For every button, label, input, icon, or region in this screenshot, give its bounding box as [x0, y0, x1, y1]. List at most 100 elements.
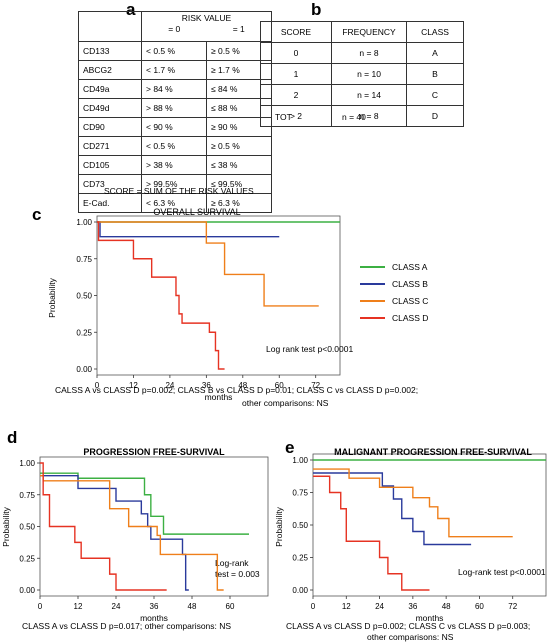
km-curve-class-d [97, 221, 225, 370]
x-axis-label: months [416, 613, 444, 623]
legend-item: CLASS B [360, 275, 428, 292]
x-axis-label: months [140, 613, 168, 623]
x-tick-label: 60 [226, 602, 235, 611]
km-curve-class-c [313, 468, 513, 538]
x-tick-label: 12 [74, 602, 83, 611]
chart-title: OVERALL SURVIVAL [153, 207, 240, 217]
chart-title: MALIGNANT PROGRESSION FREE-SURVIVAL [334, 447, 532, 457]
log-rank-annotation: test = 0.003 [215, 569, 260, 579]
risk-one-cell: ≥ 6.3 % [206, 193, 272, 213]
y-tick-label: 0.00 [76, 365, 92, 374]
y-tick-label: 0.25 [292, 554, 308, 563]
risk-value-header: RISK VALUE = 0 = 1 [141, 11, 272, 42]
class-cell: D [406, 105, 464, 127]
y-tick-label: 0.50 [19, 523, 35, 532]
km-curve-class-b [40, 475, 189, 591]
km-curve-class-c [40, 475, 224, 591]
x-tick-label: 24 [375, 602, 384, 611]
km-curve-class-d [40, 462, 167, 591]
table-header-row: RISK VALUE = 0 = 1 [78, 11, 272, 42]
legend-item: CLASS D [360, 309, 428, 326]
chart-title: PROGRESSION FREE-SURVIVAL [83, 447, 225, 457]
table-row: CD49d > 88 % ≤ 88 % [78, 98, 272, 118]
legend-swatch [360, 282, 385, 285]
y-tick-label: 0.00 [19, 586, 35, 595]
x-tick-label: 36 [202, 381, 211, 390]
legend-swatch [360, 299, 385, 302]
table-row: E-Cad. < 6.3 % ≥ 6.3 % [78, 193, 272, 213]
panel-label-b: b [311, 0, 322, 19]
x-tick-label: 24 [112, 602, 121, 611]
log-rank-annotation: Log-rank test p<0.0001 [458, 567, 546, 577]
x-tick-label: 48 [442, 602, 451, 611]
table-row: CD90 < 90 % ≥ 90 % [78, 117, 272, 137]
y-tick-label: 0.75 [292, 489, 308, 498]
table-row: CD105 > 38 % ≤ 38 % [78, 155, 272, 175]
caption-c-line1: CALSS A vs CLASS D p=0.002; CLASS B vs C… [55, 385, 419, 395]
x-tick-label: 24 [165, 381, 174, 390]
total-value: n = 40 [342, 112, 366, 122]
x-tick-label: 48 [238, 381, 247, 390]
y-axis-label: Probability [274, 506, 284, 546]
table-header-row: SCORE FREQUENCY CLASS [260, 21, 464, 43]
km-curve-class-b [313, 472, 472, 546]
log-rank-annotation: Log-rank [215, 558, 249, 568]
panel-label-c: c [32, 205, 42, 224]
caption-e-line2: other comparisons: NS [367, 632, 454, 642]
risk-subheader: = 0 = 1 [142, 24, 271, 35]
km-curve-class-a [40, 472, 249, 535]
legend-label: CLASS A [392, 261, 428, 272]
risk-value-title: RISK VALUE [181, 13, 232, 23]
caption-d: CLASS A vs CLASS D p=0.017; other compar… [22, 621, 232, 631]
y-tick-label: 1.00 [76, 218, 92, 227]
y-tick-label: 0.25 [76, 328, 92, 337]
header-blank-cell [78, 11, 142, 42]
km-curve-class-d [313, 475, 430, 591]
x-tick-label: 12 [129, 381, 138, 390]
y-tick-label: 0.25 [19, 554, 35, 563]
risk-table-body: CD133 < 0.5 % ≥ 0.5 % ABCG2 < 1.7 % ≥ 1.7 % CD… [78, 41, 272, 213]
x-tick-label: 72 [508, 602, 517, 611]
caption-e-line1: CLASS A vs CLASS D p=0.002; CLASS C vs C… [286, 621, 531, 631]
panel-label-e: e [285, 438, 295, 457]
panel-label-a: a [126, 0, 136, 19]
table-row: CD73 > 99.5% ≤ 99.5% [78, 174, 272, 194]
legend-label: CLASS B [392, 278, 428, 289]
legend-swatch [360, 316, 385, 319]
y-axis-label: Probability [47, 277, 57, 317]
legend-label: CLASS C [392, 295, 429, 306]
y-tick-label: 1.00 [19, 459, 35, 468]
x-tick-label: 48 [188, 602, 197, 611]
total-label: TOT [275, 112, 292, 122]
x-tick-label: 0 [38, 602, 43, 611]
risk-zero-label: = 0 [168, 24, 181, 34]
table-row: CD133 < 0.5 % ≥ 0.5 % [78, 41, 272, 61]
table-row: CD271 < 0.5 % ≥ 0.5 % [78, 136, 272, 156]
x-tick-label: 0 [95, 381, 100, 390]
x-tick-label: 36 [408, 602, 417, 611]
y-tick-label: 0.50 [76, 292, 92, 301]
risk-value-table: RISK VALUE = 0 = 1 CD133 < 0.5 % ≥ 0.5 % AB… [78, 11, 272, 213]
x-tick-label: 36 [150, 602, 159, 611]
y-axis-label: Probability [1, 506, 11, 546]
x-tick-label: 12 [342, 602, 351, 611]
legend-item: CLASS A [360, 258, 428, 275]
legend-item: CLASS C [360, 292, 428, 309]
chart-legend: CLASS A CLASS B CLASS C CLASS D [360, 258, 428, 326]
risk-one-label: = 1 [232, 24, 245, 34]
frequency-cell: n = 8 [331, 105, 407, 127]
km-curve-class-c [97, 221, 319, 307]
score-caption: SCORE = SUM OF THE RISK VALUES [104, 186, 254, 196]
y-tick-label: 0.00 [292, 586, 308, 595]
legend-label: CLASS D [392, 312, 429, 323]
y-tick-label: 1.00 [292, 456, 308, 465]
y-tick-label: 0.75 [19, 491, 35, 500]
km-curve-class-b [97, 221, 280, 238]
legend-swatch [360, 265, 385, 268]
y-tick-label: 0.75 [76, 255, 92, 264]
y-tick-label: 0.50 [292, 521, 308, 530]
caption-c-line2: other comparisons: NS [242, 398, 329, 408]
